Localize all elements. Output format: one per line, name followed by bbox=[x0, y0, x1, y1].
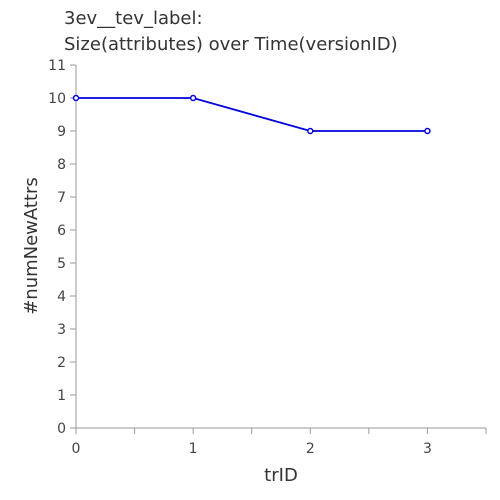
data-point bbox=[425, 129, 430, 134]
x-tick-label: 3 bbox=[423, 441, 432, 457]
x-axis-label: trID bbox=[264, 465, 298, 486]
axes bbox=[76, 65, 486, 428]
y-tick-label: 8 bbox=[57, 157, 66, 173]
data-point bbox=[308, 129, 313, 134]
data-point bbox=[74, 96, 79, 101]
y-tick-label: 5 bbox=[57, 256, 66, 272]
y-tick-label: 2 bbox=[57, 355, 66, 371]
y-tick-label: 4 bbox=[57, 289, 66, 305]
y-tick-label: 11 bbox=[48, 58, 66, 74]
y-tick-label: 7 bbox=[57, 190, 66, 206]
y-tick-label: 9 bbox=[57, 124, 66, 140]
y-tick-label: 3 bbox=[57, 322, 66, 338]
y-tick-label: 1 bbox=[57, 388, 66, 404]
y-axis-ticks: 0 1 2 3 4 5 6 7 8 9 10 11 bbox=[48, 58, 76, 437]
y-tick-label: 0 bbox=[57, 421, 66, 437]
series-group bbox=[74, 96, 430, 134]
x-tick-label: 0 bbox=[72, 441, 81, 457]
data-point bbox=[191, 96, 196, 101]
y-tick-label: 10 bbox=[48, 91, 66, 107]
x-tick-label: 1 bbox=[189, 441, 198, 457]
x-tick-label: 2 bbox=[306, 441, 315, 457]
x-axis-ticks: 0 1 2 3 bbox=[72, 428, 486, 457]
y-tick-label: 6 bbox=[57, 223, 66, 239]
y-axis-label: #numNewAttrs bbox=[21, 177, 42, 315]
series-line bbox=[76, 98, 427, 131]
